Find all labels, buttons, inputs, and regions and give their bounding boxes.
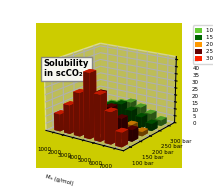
Text: Solubility
in scCO₂: Solubility in scCO₂ bbox=[44, 59, 89, 78]
Legend: 100 bar, 150 bar, 200 bar, 250 bar, 300 bar: 100 bar, 150 bar, 200 bar, 250 bar, 300 … bbox=[193, 26, 213, 64]
X-axis label: Mₙ (g/mol): Mₙ (g/mol) bbox=[45, 174, 74, 186]
